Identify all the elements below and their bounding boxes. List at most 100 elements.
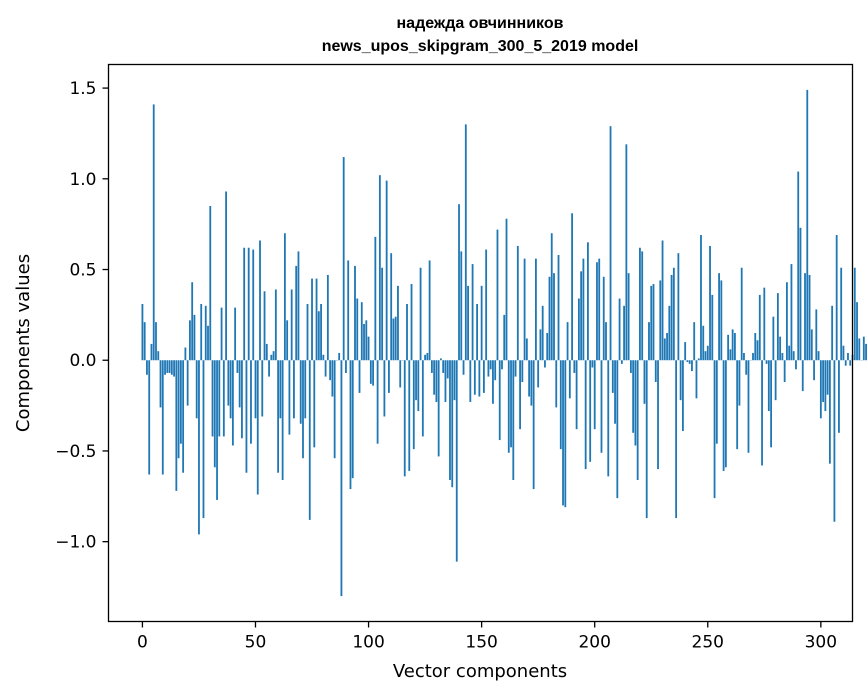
bar-component-88 (340, 360, 343, 597)
bar-component-156 (494, 360, 497, 381)
bar-component-114 (399, 360, 402, 388)
bar-component-297 (813, 360, 815, 381)
bar-component-185 (559, 360, 562, 450)
bar-component-84 (331, 360, 334, 397)
bar-component-159 (501, 360, 503, 370)
bar-component-47 (247, 247, 250, 361)
bar-component-176 (539, 329, 542, 361)
bar-component-34 (218, 360, 221, 437)
bar-component-130 (435, 360, 438, 402)
bar-component-145 (469, 360, 472, 402)
bar-component-158 (498, 360, 501, 441)
bar-component-131 (437, 360, 440, 457)
bar-component-305 (831, 305, 834, 361)
bar-component-44 (241, 360, 243, 439)
bar-component-320 (865, 343, 867, 361)
bar-component-261 (731, 329, 734, 361)
bar-component-193 (577, 298, 580, 361)
bar-component-152 (485, 249, 488, 361)
y-tick-label-2: 0.0 (69, 351, 96, 371)
y-tick-label-1: −0.5 (55, 442, 96, 462)
bar-component-247 (700, 235, 702, 361)
bar-component-198 (589, 360, 592, 462)
x-tick-label-300: 300 (805, 633, 837, 653)
bar-component-16 (177, 360, 180, 459)
bar-component-291 (799, 227, 802, 361)
bar-component-195 (582, 258, 585, 361)
bar-component-120 (412, 360, 415, 450)
bar-component-102 (372, 360, 374, 386)
bar-component-175 (537, 360, 540, 388)
bar-component-232 (666, 333, 668, 361)
bar-component-192 (575, 360, 578, 430)
bar-component-282 (779, 336, 782, 361)
bar-component-264 (738, 360, 741, 406)
bar-component-146 (471, 264, 474, 361)
bar-component-244 (693, 322, 696, 361)
bar-component-58 (272, 351, 275, 361)
bar-component-64 (286, 320, 289, 361)
bar-component-25 (198, 360, 200, 535)
bar-component-125 (424, 354, 426, 361)
bar-component-221 (641, 251, 644, 361)
bar-component-208 (611, 360, 614, 393)
bar-component-111 (392, 318, 395, 361)
bar-component-5 (152, 104, 155, 361)
bar-component-311 (844, 360, 847, 366)
bar-component-31 (211, 360, 214, 437)
bar-component-12 (168, 360, 171, 373)
bar-component-266 (743, 352, 745, 361)
bar-component-43 (238, 360, 241, 408)
bar-component-217 (632, 360, 635, 433)
bar-component-274 (761, 360, 763, 466)
bar-component-209 (614, 360, 616, 424)
bar-component-182 (553, 273, 555, 361)
bar-component-100 (367, 336, 370, 361)
bar-component-289 (795, 360, 797, 370)
plot-frame (107, 63, 854, 623)
bar-component-109 (388, 360, 390, 393)
y-tick-label-5: 1.5 (69, 79, 96, 99)
bar-component-121 (415, 360, 417, 401)
bar-component-150 (480, 285, 483, 361)
y-tick-label-3: 0.5 (69, 261, 96, 281)
bar-component-134 (444, 360, 447, 402)
bar-component-202 (598, 258, 601, 361)
bar-component-92 (349, 360, 352, 490)
bar-component-69 (297, 251, 300, 361)
bar-component-133 (442, 360, 445, 373)
bar-component-230 (661, 240, 664, 361)
bar-component-24 (195, 360, 198, 419)
bar-component-45 (243, 247, 246, 361)
bar-component-214 (625, 144, 628, 361)
bar-component-216 (629, 360, 632, 373)
bar-component-36 (222, 360, 225, 437)
bar-component-265 (740, 267, 743, 361)
bar-component-287 (790, 264, 793, 361)
bar-component-10 (164, 360, 166, 375)
bar-component-219 (636, 360, 639, 480)
bar-component-15 (175, 360, 178, 491)
bar-component-190 (571, 213, 573, 361)
bar-component-38 (227, 360, 230, 406)
bar-component-17 (179, 360, 182, 444)
bar-component-319 (862, 336, 865, 361)
y-axis-ticks: −1.0 −0.5 0.0 0.5 1.0 1.5 (55, 79, 109, 553)
bar-series (141, 89, 867, 597)
bar-component-155 (492, 360, 494, 404)
bar-component-245 (695, 360, 698, 399)
bar-component-39 (229, 360, 232, 419)
bar-component-178 (544, 360, 546, 368)
bar-component-106 (381, 267, 384, 361)
bar-component-81 (324, 360, 327, 377)
bar-component-199 (591, 360, 594, 368)
bar-component-255 (718, 273, 720, 361)
bar-component-98 (363, 323, 365, 361)
bar-component-222 (643, 360, 646, 404)
bar-component-252 (711, 294, 714, 361)
bar-component-270 (752, 352, 754, 361)
bar-component-149 (478, 360, 481, 397)
bar-component-103 (374, 236, 377, 361)
bar-component-213 (623, 305, 625, 361)
bar-component-66 (290, 289, 293, 361)
